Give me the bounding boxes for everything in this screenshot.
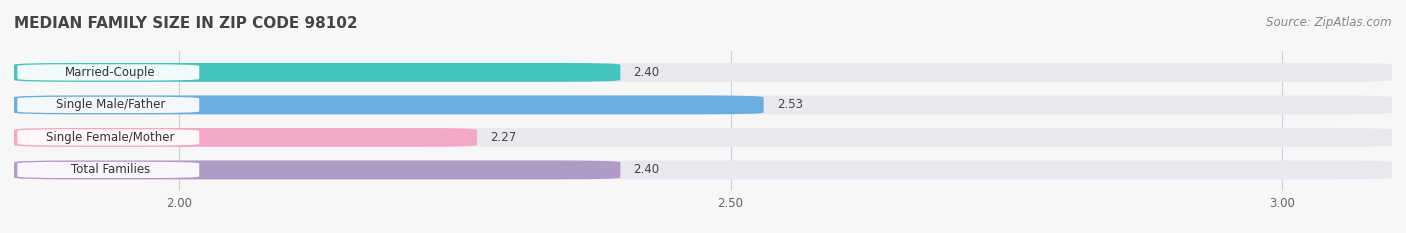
Text: Total Families: Total Families	[70, 163, 150, 176]
FancyBboxPatch shape	[14, 96, 763, 114]
Text: 2.40: 2.40	[634, 163, 659, 176]
FancyBboxPatch shape	[17, 162, 200, 178]
FancyBboxPatch shape	[14, 161, 1392, 179]
Text: 2.53: 2.53	[778, 98, 803, 111]
FancyBboxPatch shape	[14, 63, 1392, 82]
Text: Source: ZipAtlas.com: Source: ZipAtlas.com	[1267, 16, 1392, 29]
FancyBboxPatch shape	[17, 129, 200, 146]
FancyBboxPatch shape	[14, 96, 1392, 114]
FancyBboxPatch shape	[14, 63, 620, 82]
Text: 2.40: 2.40	[634, 66, 659, 79]
Text: Married-Couple: Married-Couple	[65, 66, 156, 79]
FancyBboxPatch shape	[14, 161, 620, 179]
FancyBboxPatch shape	[17, 97, 200, 113]
FancyBboxPatch shape	[17, 64, 200, 81]
FancyBboxPatch shape	[14, 128, 477, 147]
Text: Single Female/Mother: Single Female/Mother	[46, 131, 174, 144]
Text: 2.27: 2.27	[491, 131, 516, 144]
Text: MEDIAN FAMILY SIZE IN ZIP CODE 98102: MEDIAN FAMILY SIZE IN ZIP CODE 98102	[14, 16, 357, 31]
FancyBboxPatch shape	[14, 128, 1392, 147]
Text: Single Male/Father: Single Male/Father	[56, 98, 165, 111]
